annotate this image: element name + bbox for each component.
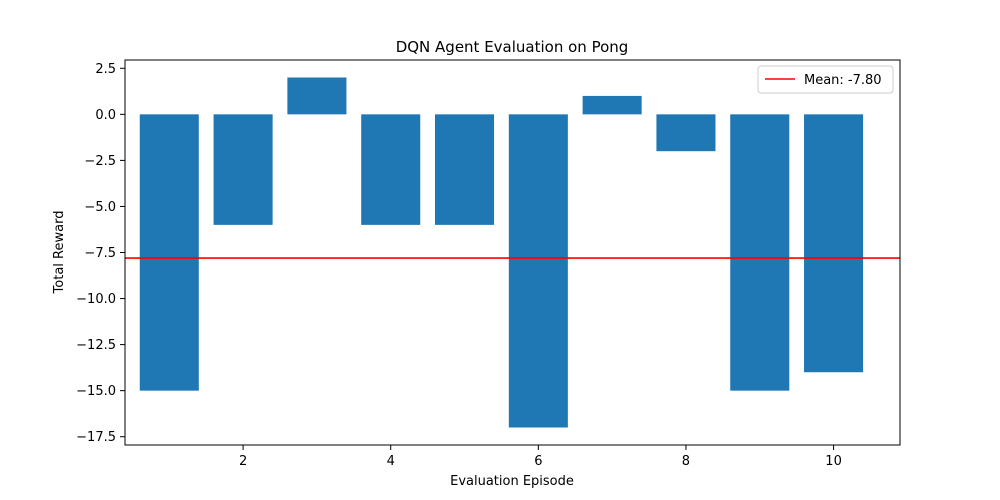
bar-episode-9 (730, 114, 790, 391)
bars-group (139, 77, 864, 428)
x-tick-label: 10 (825, 454, 842, 469)
y-axis: 2.5 0.0 −2.5 −5.0 −7.5 −10.0 −12.5 −15.0 −17.5 (76, 62, 125, 445)
y-tick-label: 0.0 (95, 108, 116, 123)
bar-episode-1 (139, 114, 199, 391)
chart-title: DQN Agent Evaluation on Pong (396, 38, 629, 56)
bar-episode-5 (435, 114, 495, 225)
x-tick-label: 4 (387, 454, 395, 469)
x-axis: 2 4 6 8 10 (239, 445, 842, 469)
bar-episode-4 (361, 114, 421, 225)
y-tick-label: −7.5 (84, 246, 116, 261)
bar-episode-10 (804, 114, 864, 373)
y-tick-label: −12.5 (76, 338, 116, 353)
legend-box (757, 65, 894, 94)
y-tick-label: −10.0 (76, 292, 116, 307)
y-tick-label: −5.0 (84, 200, 116, 215)
bar-episode-8 (656, 114, 716, 152)
bar-episode-3 (287, 77, 347, 115)
legend-entry-mean: Mean: -7.80 (804, 73, 882, 88)
x-tick-label: 6 (534, 454, 542, 469)
y-tick-label: −17.5 (76, 430, 116, 445)
x-axis-label: Evaluation Episode (450, 474, 574, 489)
bar-episode-6 (508, 114, 568, 428)
y-axis-label: Total Reward (52, 211, 67, 295)
x-tick-label: 2 (239, 454, 247, 469)
y-tick-label: 2.5 (95, 62, 116, 77)
y-tick-label: −2.5 (84, 154, 116, 169)
y-tick-label: −15.0 (76, 384, 116, 399)
bar-episode-7 (582, 95, 642, 115)
legend: Mean: -7.80 (757, 65, 894, 94)
bar-episode-2 (213, 114, 273, 225)
x-tick-label: 8 (682, 454, 690, 469)
